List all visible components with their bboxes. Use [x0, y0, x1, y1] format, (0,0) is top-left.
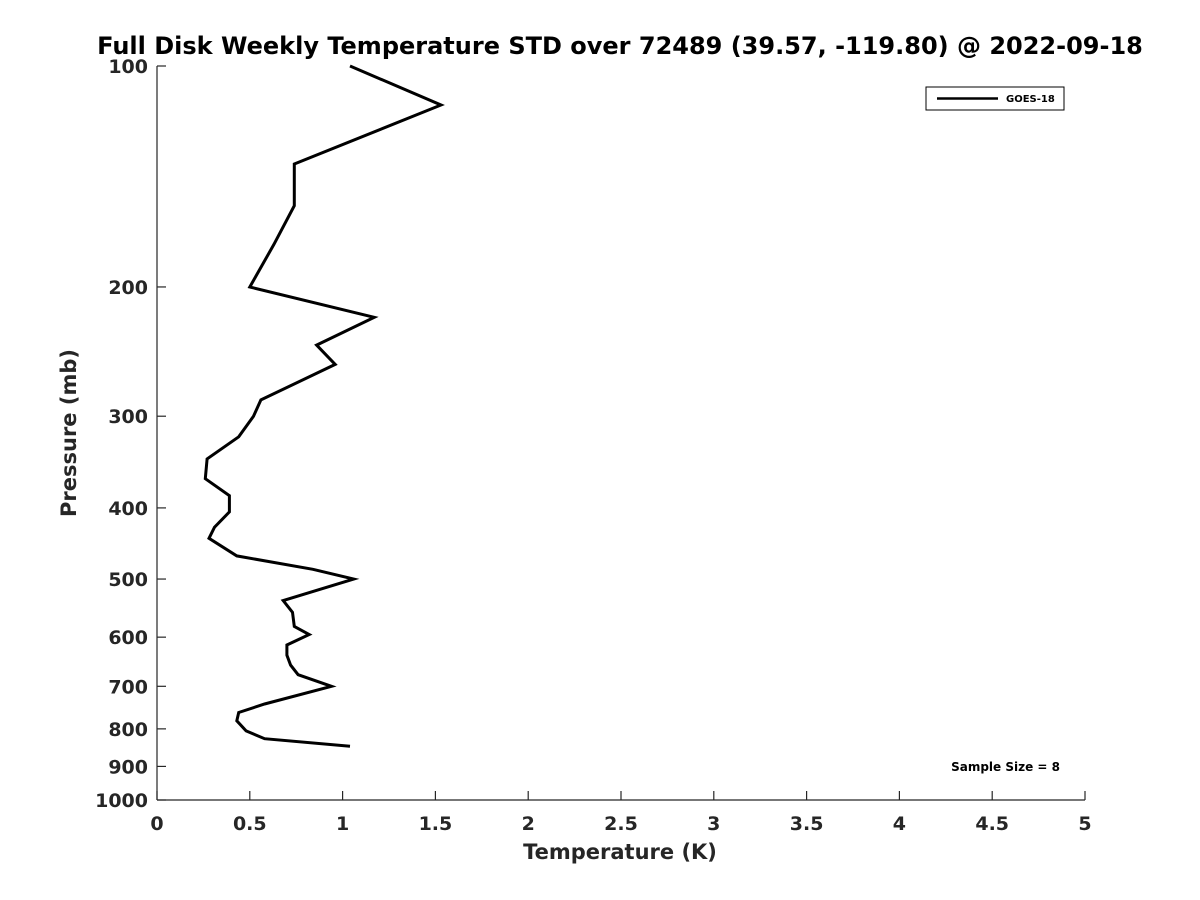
y-axis-label: Pressure (mb): [57, 349, 81, 517]
x-axis-label: Temperature (K): [523, 840, 717, 864]
y-tick-label: 800: [108, 719, 148, 741]
legend-entry-goes-18: GOES-18: [1006, 94, 1055, 105]
x-tick-label: 0: [150, 813, 163, 835]
x-tick-label: 2.5: [604, 813, 638, 835]
x-tick-label: 0.5: [233, 813, 267, 835]
y-tick-label: 700: [108, 676, 148, 698]
y-tick-label: 600: [108, 627, 148, 649]
y-tick-label: 400: [108, 498, 148, 520]
x-tick-label: 3: [707, 813, 720, 835]
x-tick-label: 1: [336, 813, 349, 835]
x-tick-label: 4: [893, 813, 906, 835]
series-group: [203, 64, 445, 748]
axes: [156, 66, 1085, 801]
x-tick-label: 5: [1078, 813, 1091, 835]
chart-title: Full Disk Weekly Temperature STD over 72…: [97, 32, 1143, 60]
x-tick-label: 2: [522, 813, 535, 835]
sample-size-annotation: Sample Size = 8: [951, 760, 1060, 774]
y-tick-label: 100: [108, 56, 148, 78]
y-tick-label: 500: [108, 569, 148, 591]
y-tick-label: 900: [108, 756, 148, 778]
y-ticks: 100 200 300 400 500 600 700 800 900 1000: [95, 56, 166, 812]
x-tick-label: 1.5: [419, 813, 453, 835]
x-tick-label: 3.5: [790, 813, 824, 835]
y-tick-label: 1000: [95, 790, 148, 812]
x-ticks: 0 0.5 1 1.5 2 2.5 3 3.5 4 4.5 5: [150, 791, 1092, 835]
series-line-goes-18: [203, 64, 445, 748]
legend: GOES-18: [925, 86, 1065, 111]
x-tick-label: 4.5: [975, 813, 1009, 835]
y-tick-label: 300: [108, 406, 148, 428]
y-tick-label: 200: [108, 277, 148, 299]
